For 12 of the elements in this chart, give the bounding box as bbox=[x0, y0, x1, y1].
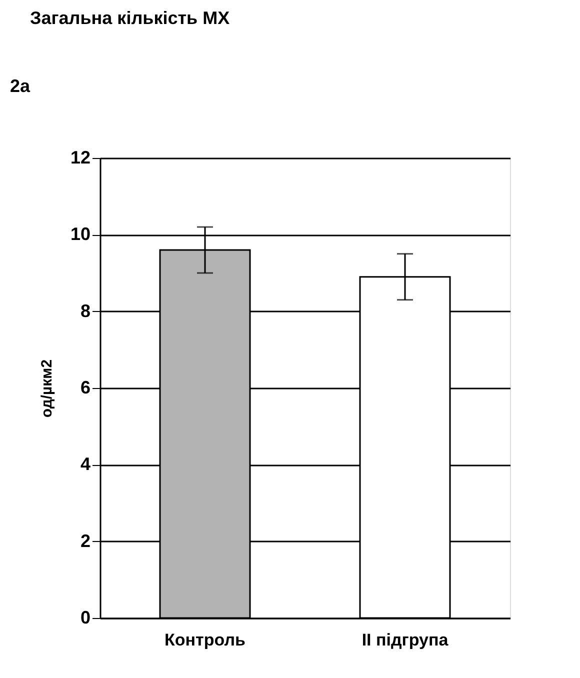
text: 2a bbox=[10, 76, 32, 96]
y-tick-label: 4 bbox=[80, 454, 90, 474]
y-tick-label: 6 bbox=[80, 378, 90, 398]
y-tick-label: 0 bbox=[80, 608, 90, 628]
x-tick-label: II підгрупа bbox=[362, 630, 449, 650]
y-tick-label: 10 bbox=[70, 224, 90, 244]
chart-title: Загальна кількість МХ bbox=[30, 8, 230, 28]
y-tick-label: 2 bbox=[80, 530, 90, 551]
x-tick-label: Контроль bbox=[164, 630, 246, 650]
y-axis-title: од/µкм2 bbox=[38, 359, 56, 418]
y-tick-label: 12 bbox=[70, 148, 90, 168]
y-tick-label: 8 bbox=[80, 300, 90, 321]
